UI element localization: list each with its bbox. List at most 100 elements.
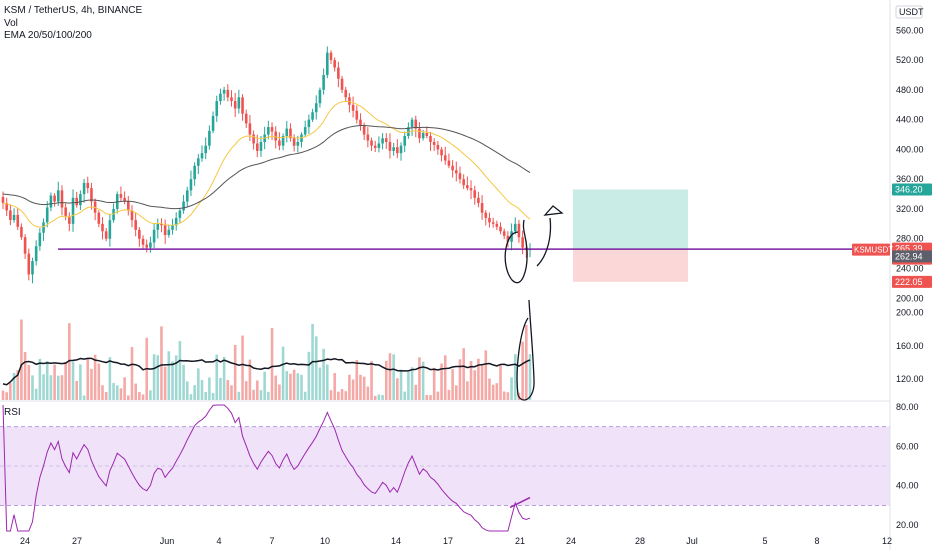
target-price-badge-box bbox=[892, 183, 932, 196]
candle-body bbox=[145, 244, 149, 248]
price-tick-label: 240.00 bbox=[896, 264, 924, 274]
volume-bar bbox=[108, 357, 112, 400]
candle-body bbox=[97, 212, 101, 224]
volume-bar bbox=[300, 374, 303, 400]
volume-bar bbox=[348, 374, 351, 400]
volume-bar bbox=[506, 392, 510, 400]
ema-20-line bbox=[2, 100, 531, 228]
candle-body bbox=[108, 220, 112, 239]
volume-bar bbox=[160, 326, 163, 400]
price-tick-label: 480.00 bbox=[896, 85, 924, 95]
volume-bar bbox=[451, 369, 454, 400]
volume-bar bbox=[64, 361, 67, 400]
candle-body bbox=[75, 197, 79, 206]
volume-bar bbox=[222, 356, 226, 400]
candle-body bbox=[274, 131, 278, 141]
volume-bar bbox=[149, 390, 152, 400]
volume-bar bbox=[292, 369, 296, 400]
volume-bar bbox=[115, 385, 119, 400]
rsi-pane bbox=[0, 404, 890, 532]
price-circle-drawing bbox=[504, 219, 528, 284]
ema-lines bbox=[2, 100, 890, 250]
stop-price-badge-box bbox=[892, 275, 932, 288]
symbol-title[interactable]: KSM / TetherUS, 4h, BINANCE bbox=[4, 5, 143, 16]
rsi-indicator-label[interactable]: RSI bbox=[4, 407, 21, 418]
candle-body bbox=[495, 223, 499, 227]
volume-bar bbox=[156, 355, 160, 400]
volume-bar bbox=[101, 385, 104, 400]
candle-body bbox=[171, 225, 174, 230]
volume-bar bbox=[215, 354, 219, 400]
volume-bar bbox=[248, 359, 252, 400]
volume-bar bbox=[200, 380, 204, 400]
candle-body bbox=[506, 235, 510, 242]
time-axis[interactable]: 24 27 Jun 4 7 10 14 17 21 24 28 Jul 5 8 12 bbox=[20, 536, 892, 546]
candle-body bbox=[469, 188, 473, 191]
candle-body bbox=[484, 212, 488, 218]
volume-bar bbox=[167, 351, 171, 400]
volume-bar bbox=[344, 391, 348, 400]
volume-bar bbox=[351, 379, 355, 400]
candle-body bbox=[141, 238, 145, 245]
volume-bar bbox=[237, 391, 241, 400]
volume-bar bbox=[104, 392, 108, 400]
volume-bar bbox=[255, 380, 259, 400]
candle-body bbox=[296, 141, 300, 146]
rsi-tick-label: 80.00 bbox=[896, 402, 919, 412]
volume-bar bbox=[440, 363, 443, 400]
candle-body bbox=[488, 217, 491, 223]
candle-body bbox=[244, 113, 248, 124]
stop-loss-zone bbox=[573, 249, 688, 282]
candle-body bbox=[53, 195, 56, 202]
ema-price-badge-text: 262.94 bbox=[895, 251, 923, 261]
volume-bar bbox=[403, 391, 406, 400]
candle-body bbox=[5, 203, 8, 211]
volume-bar bbox=[197, 368, 200, 400]
candle-body bbox=[149, 242, 152, 248]
candle-body bbox=[208, 130, 211, 146]
volume-bar bbox=[303, 391, 307, 400]
price-tick-label: 320.00 bbox=[896, 204, 924, 214]
candle-body bbox=[38, 232, 42, 247]
candle-body bbox=[418, 128, 421, 139]
candle-body bbox=[362, 125, 366, 135]
volume-bar bbox=[193, 385, 196, 400]
volume-bar bbox=[285, 371, 289, 400]
volume-bar bbox=[42, 374, 45, 400]
volume-bar bbox=[230, 385, 233, 400]
candle-body bbox=[307, 119, 311, 128]
candle-body bbox=[399, 145, 403, 154]
currency-box bbox=[895, 5, 923, 19]
candle-body bbox=[289, 128, 292, 139]
candle-body bbox=[71, 197, 75, 224]
volume-bar bbox=[219, 377, 222, 400]
time-tick-label: 28 bbox=[635, 536, 645, 546]
volume-bar bbox=[130, 347, 134, 400]
volume-bar bbox=[86, 358, 90, 400]
candle-body bbox=[443, 155, 447, 161]
volume-bar bbox=[233, 344, 237, 400]
time-tick-label: 4 bbox=[216, 536, 221, 546]
candle-body bbox=[407, 127, 410, 137]
volume-bar bbox=[429, 395, 432, 400]
volume-bar bbox=[447, 389, 451, 400]
candle-body bbox=[480, 203, 484, 213]
volume-bar bbox=[34, 388, 38, 400]
volume-bar bbox=[491, 384, 495, 400]
candle-body bbox=[370, 140, 373, 146]
candle-body bbox=[314, 103, 318, 113]
volume-bar bbox=[12, 372, 16, 400]
volume-bar bbox=[388, 353, 392, 400]
user-drawings[interactable] bbox=[504, 205, 564, 401]
volume-bar bbox=[241, 335, 244, 400]
ema-indicator-label[interactable]: EMA 20/50/100/200 bbox=[4, 30, 92, 41]
volume-indicator-label[interactable]: Vol bbox=[4, 18, 18, 29]
volume-bar bbox=[97, 363, 101, 400]
volume-bar bbox=[20, 319, 23, 400]
volume-bar bbox=[484, 350, 488, 400]
candle-body bbox=[311, 112, 314, 120]
candle-body bbox=[451, 165, 454, 171]
rsi-tick-label: 20.00 bbox=[896, 520, 919, 530]
